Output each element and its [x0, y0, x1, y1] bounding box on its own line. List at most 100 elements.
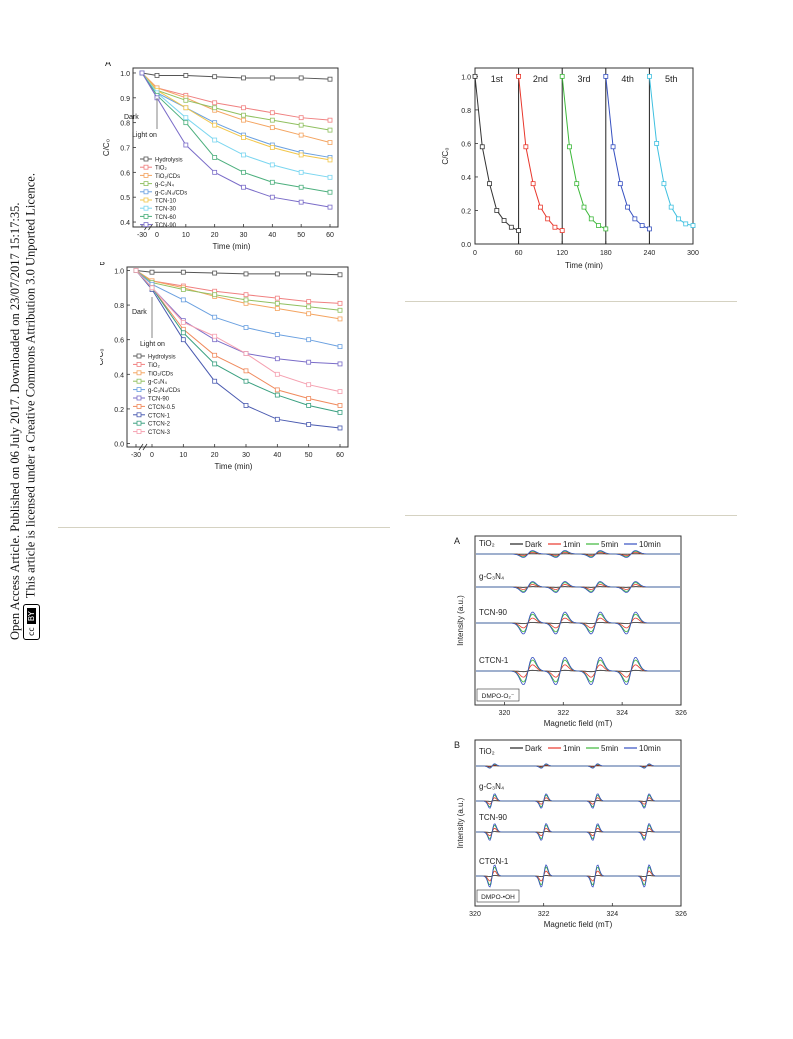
y-tick-label: 0.4 [461, 175, 471, 182]
data-point [269, 179, 275, 185]
data-point [212, 122, 218, 128]
license-text: Open Access Article. Published on 06 Jul… [8, 173, 40, 640]
legend-marker [136, 412, 142, 418]
x-tick-label: 10 [179, 452, 187, 459]
cycle-label: 3rd [577, 74, 590, 84]
data-point [241, 169, 246, 175]
data-point [530, 181, 536, 187]
spectrum-line [476, 864, 680, 888]
data-point [337, 307, 343, 313]
series-line [135, 270, 341, 429]
data-point [337, 403, 343, 408]
data-point [472, 73, 478, 79]
x-axis-label: Time (min) [215, 462, 253, 471]
data-point [212, 352, 218, 358]
y-tick-label: 1.0 [120, 71, 130, 78]
y-tick-label: 0.4 [120, 220, 130, 227]
y-tick-label: 0.2 [461, 208, 471, 215]
legend-entry: TCN-10 [155, 199, 177, 205]
data-point [183, 105, 189, 111]
legend-marker [143, 181, 149, 186]
legend-marker [143, 164, 149, 170]
legend-marker [136, 403, 142, 409]
data-point [243, 368, 249, 374]
data-point [243, 378, 249, 384]
y-tick-label: 0.8 [114, 303, 124, 310]
data-point [274, 300, 280, 306]
x-tick-label: 324 [616, 710, 628, 717]
legend-entry: 1min [563, 540, 580, 549]
legend-entry: Dark [525, 744, 543, 753]
data-point [327, 189, 333, 195]
data-point [180, 330, 186, 336]
x-tick-label: 324 [606, 911, 618, 918]
data-point [337, 344, 343, 350]
series-line [135, 270, 341, 320]
data-point [274, 371, 280, 377]
data-point [212, 155, 218, 160]
cc-by-icon[interactable]: ccBY [23, 604, 40, 640]
legend-entry: Dark [525, 540, 543, 549]
sample-label: TCN-90 [479, 608, 508, 617]
legend-entry: g-C₃N₄ [148, 380, 167, 386]
data-point [269, 117, 275, 123]
legend-entry: 5min [601, 540, 618, 549]
data-point [306, 382, 312, 388]
data-point [327, 174, 333, 180]
y-tick-label: 0.6 [120, 170, 130, 177]
data-point [269, 125, 275, 131]
data-point [241, 152, 246, 158]
data-point [625, 204, 631, 210]
data-point [212, 333, 218, 339]
data-point [538, 204, 543, 210]
x-tick-label: 60 [336, 452, 344, 459]
data-point [646, 226, 652, 232]
legend-entry: TiO₂/CDs [155, 174, 180, 180]
data-point [241, 112, 246, 118]
x-tick-label: 320 [469, 911, 481, 918]
legend-marker [143, 222, 149, 228]
legend-entry: TiO₂/CDs [148, 371, 173, 377]
data-point [243, 351, 249, 356]
data-point [306, 396, 312, 401]
data-point [298, 132, 304, 138]
legend-marker [143, 173, 149, 178]
legend-marker [136, 420, 142, 426]
legend-entry: CTCN-3 [148, 430, 171, 436]
series-line [135, 270, 341, 413]
y-axis-label: Intensity (a.u.) [456, 797, 465, 848]
data-point [241, 117, 246, 123]
legend-marker [136, 370, 142, 376]
data-point [337, 272, 343, 278]
spin-adduct-label: DMPO-O₂⁻ [482, 693, 515, 700]
data-point [337, 361, 343, 367]
legend-entry: 5min [601, 744, 618, 753]
data-point [581, 204, 587, 210]
x-tick-label: 10 [182, 232, 190, 239]
sample-label: g-C₃N₄ [479, 782, 504, 791]
data-point [243, 297, 249, 303]
series-line [141, 72, 331, 161]
x-tick-label: 326 [675, 710, 687, 717]
data-point [327, 204, 333, 210]
panel-label: B [100, 262, 105, 267]
chart-epr-dmpo-o2: A 320 322 324 326 Magnetic field (mT) Intensit… [454, 535, 687, 728]
legend-entry: CTCN-1 [148, 413, 171, 419]
data-point [639, 223, 645, 228]
x-tick-label: 180 [600, 250, 612, 257]
data-point [661, 181, 667, 187]
data-point [180, 297, 186, 303]
data-point [588, 216, 594, 222]
sample-label: g-C₃N₄ [479, 572, 504, 581]
data-point [298, 199, 304, 205]
data-point [183, 142, 189, 148]
data-point [133, 268, 139, 273]
y-axis-label: C/C₀ [100, 348, 105, 365]
data-point [559, 228, 565, 233]
legend-entry: 10min [639, 744, 661, 753]
legend-entry: Hydrolysis [148, 355, 176, 361]
data-point [337, 425, 343, 431]
annotation-dark: Dark [132, 309, 147, 316]
series-line [141, 72, 331, 144]
data-point [327, 140, 333, 145]
